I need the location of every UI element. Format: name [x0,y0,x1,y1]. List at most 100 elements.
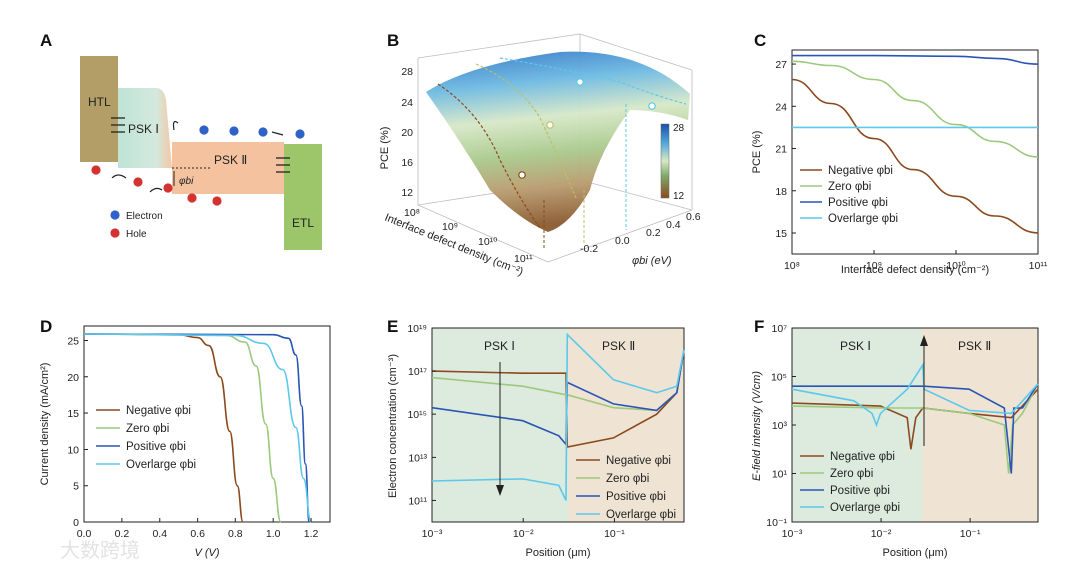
b-ztick-16: 16 [401,157,413,169]
b-ytick-02: 0.2 [646,227,661,239]
y-tick-label: 24 [775,101,787,113]
panel-e-xlabel: Position (μm) [525,547,590,559]
y-tick-label: 10⁻¹ [766,517,787,529]
y-tick-label: 10¹⁵ [407,409,427,421]
panel-d-label: D [40,317,52,336]
d-legend-negative: Negative φbi [126,405,191,417]
x-tick-label: 10⁻³ [422,528,443,540]
panel-e-ticks: 10⁻³ 10⁻² 10⁻¹ 10¹⁹ 10¹⁷ 10¹⁵ 10¹³ 10¹¹ [407,323,625,540]
colorbar [660,123,670,199]
panel-d: D 0.0 0.2 0.4 0.6 0.8 1.0 1.2 25 20 15 10 5 0 Curren… [39,317,331,559]
htl-block [80,56,118,162]
f-psk1-label: PSK Ⅰ [840,339,871,353]
etl-label: ETL [292,216,314,230]
b-ztick-12: 12 [401,187,413,199]
electron-move-arrow [271,131,284,136]
negative-slice-line [437,83,541,229]
phi-label: φbi [179,176,194,187]
b-ztick-20: 20 [401,127,413,139]
x-tick-label: 10⁹ [866,260,882,272]
panel-f-overlarge-line [791,362,1039,428]
e-legend-positive: Positive φbi [606,491,666,503]
panel-d-ticks: 0.0 0.2 0.4 0.6 0.8 1.0 1.2 25 20 15 10 5 0 [67,336,318,540]
e-psk2-label: PSK Ⅱ [602,339,635,353]
y-tick-label: 21 [775,144,787,156]
x-tick-label: 1.0 [266,528,281,540]
panel-c-negative-line [791,78,1039,234]
e-psk1-label: PSK Ⅰ [484,339,515,353]
x-tick-label: 0.2 [115,528,130,540]
c-legend-negative: Negative φbi [828,165,893,177]
panel-f-negative-line [791,388,1039,450]
panel-f: F PSK Ⅰ PSK Ⅱ 10⁻³ 10⁻² 10⁻¹10⁷10⁵10³10¹10… [751,317,1039,559]
panel-c-positive-line [792,54,1039,65]
panel-c-label: C [754,31,766,50]
d-legend-overlarge: Overlarge φbi [126,459,196,471]
x-tick-label: 10⁻² [871,528,892,540]
panel-e-frame [431,327,685,523]
watermark: 大数跨境 [60,539,140,562]
y-tick-label: 15 [67,408,79,420]
y-tick-label: 27 [775,59,787,71]
x-tick-label: 10⁸ [784,260,800,272]
panel-e-legend: Negative φbi Zero φbi Positive φbi Overl… [576,455,676,521]
b-xtick-1e10: 10¹⁰ [478,236,498,248]
y-tick-label: 10⁵ [771,372,787,384]
panel-f-zero-line [791,383,1039,474]
panel-c-curves [791,54,1039,234]
y-tick-label: 10¹⁷ [408,366,427,378]
panel-c-ticks: 10⁸ 10⁹ 10¹⁰ 10¹¹ 27 24 21 18 15 [775,59,1048,272]
y-tick-label: 25 [67,336,79,348]
panel-f-ticks: 10⁻³ 10⁻² 10⁻¹ 10⁷ 10⁵ 10³ 10¹ 10⁻¹ [766,323,981,540]
y-tick-label: 10¹ [772,469,788,481]
panel-b: B 28 24 20 16 12 PCE (%) [379,31,701,278]
panel-a: A HTL PSK Ⅰ PSK Ⅱ ETL φbi [40,31,322,250]
f-legend-zero: Zero φbi [830,468,873,480]
x-tick-label: 0.6 [190,528,205,540]
c-legend-zero: Zero φbi [828,181,871,193]
e-legend-zero: Zero φbi [606,473,649,485]
b-ytick-m02: -0.2 [580,243,598,255]
panel-c-ylabel: PCE (%) [751,131,763,174]
hole-move-arrow [111,174,127,179]
panel-d-curves [83,333,312,523]
zero-optimum-marker [546,121,554,129]
panel-f-legend: Negative φbi Zero φbi Positive φbi Overl… [800,451,900,514]
panel-b-xticks: 10⁸ 10⁹ 10¹⁰ 10¹¹ [404,207,533,265]
y-tick-label: 10¹¹ [408,495,427,507]
b-ztick-24: 24 [401,97,413,109]
x-tick-label: 10¹¹ [1029,260,1048,272]
y-tick-label: 15 [775,228,787,240]
colorbar-top-label: 28 [673,123,685,134]
panel-e-curves [431,332,685,501]
overlarge-optimum-marker [648,102,656,110]
x-tick-label: 0.0 [77,528,92,540]
psk2-label: PSK Ⅱ [214,153,247,167]
y-tick-label: 10¹³ [408,452,427,464]
c-legend-positive: Positive φbi [828,197,888,209]
zero-slice-line [475,63,577,199]
f-legend-overlarge: Overlarge φbi [830,502,900,514]
panel-e-label: E [387,317,398,336]
b-xtick-1e9: 10⁹ [442,221,458,233]
f-legend-negative: Negative φbi [830,451,895,463]
psk2-region [568,328,684,522]
panel-c: C 10⁸ 10⁹ 10¹⁰ 10¹¹ 27 24 21 18 15 PCE (%) Inter… [751,31,1048,276]
f-psk2-label: PSK Ⅱ [958,339,991,353]
panel-c-legend: Negative φbi Zero φbi Positive φbi Overl… [800,165,898,225]
panel-f-curves [791,362,1039,474]
panel-d-legend: Negative φbi Zero φbi Positive φbi Overl… [96,405,196,471]
negative-optimum-marker [518,171,526,179]
holes [91,165,222,206]
etl-block [284,144,322,250]
x-tick-label: 10⁻¹ [960,528,981,540]
panel-e: E PSK Ⅰ PSK Ⅱ 10⁻³ 10⁻² 10⁻¹10¹⁹10¹⁷10¹⁵10… [387,317,685,559]
panel-b-zlabel: PCE (%) [379,127,391,170]
panel-b-label: B [387,31,399,50]
panel-b-yticks: -0.2 0.0 0.2 0.4 0.6 [580,211,701,255]
panel-e-overlarge-line [431,332,685,501]
panel-c-xlabel: Interface defect density (cm⁻²) [841,264,989,276]
psk2-defect-marks [276,157,290,173]
